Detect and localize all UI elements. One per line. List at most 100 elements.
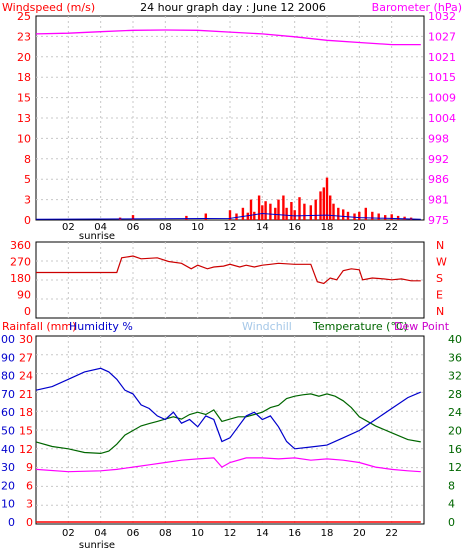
windspeed-tick-label: 15 xyxy=(17,92,31,105)
windspeed-tick-label: 3 xyxy=(24,194,31,207)
temperature-tick-label: 24 xyxy=(448,406,462,419)
windspeed-bar xyxy=(346,211,350,220)
humidity-tick-label: 60 xyxy=(1,406,15,419)
rainfall-tick-label: 27 xyxy=(19,351,33,364)
barometer-tick-label: 992 xyxy=(428,153,449,166)
hour-tick-label: 14 xyxy=(256,528,269,539)
compass-tick-label: N xyxy=(436,239,444,252)
wind-average-line xyxy=(35,212,421,220)
hour-tick-label: 22 xyxy=(385,528,398,539)
temperature-tick-label: 0 xyxy=(448,516,455,529)
windspeed-bar xyxy=(384,215,387,220)
hour-tick-label: 08 xyxy=(159,222,172,233)
windspeed-bar xyxy=(274,207,277,220)
hour-tick-label: 16 xyxy=(288,528,301,539)
direction-tick-label: 0 xyxy=(24,305,31,318)
windspeed-bar xyxy=(325,177,329,220)
temperature-tick-label: 12 xyxy=(448,461,462,474)
windspeed-tick-label: 25 xyxy=(17,10,31,23)
temperature-tick-label: 40 xyxy=(448,333,462,346)
direction-tick-label: 90 xyxy=(17,289,31,302)
rainfall-tick-label: 9 xyxy=(26,461,33,474)
windspeed-tick-label: 8 xyxy=(24,153,31,166)
temperature-tick-label: 8 xyxy=(448,479,455,492)
windspeed-bar xyxy=(204,213,207,220)
windspeed-tick-label: 10 xyxy=(17,132,31,145)
panel3-frame xyxy=(35,335,425,525)
compass-tick-label: E xyxy=(436,289,443,302)
windspeed-bar xyxy=(235,213,238,220)
windspeed-bar xyxy=(185,215,188,220)
hour-tick-label: 18 xyxy=(321,222,334,233)
barometer-tick-label: 1027 xyxy=(428,30,456,43)
humidity-tick-label: 30 xyxy=(1,461,15,474)
windspeed-bar xyxy=(253,211,256,220)
hour-tick-label: 02 xyxy=(62,528,75,539)
sunrise-label-2: sunrise xyxy=(79,540,115,551)
windspeed-bar xyxy=(319,191,322,220)
dewpoint-legend: Dew Point xyxy=(394,320,450,333)
barometer-tick-label: 975 xyxy=(428,214,449,227)
hour-tick-label: 18 xyxy=(321,528,334,539)
windspeed-bar xyxy=(257,195,261,220)
temperature-tick-label: 36 xyxy=(448,351,462,364)
windspeed-bar xyxy=(246,212,249,220)
rainfall-tick-label: 30 xyxy=(19,333,33,346)
barometer-tick-label: 998 xyxy=(428,132,449,145)
rainfall-tick-label: 3 xyxy=(26,498,33,511)
humidity-tick-label: 100 xyxy=(0,333,15,346)
humidity-tick-label: 40 xyxy=(1,443,15,456)
windspeed-bar xyxy=(358,211,361,220)
windspeed-bar xyxy=(228,210,232,220)
windspeed-tick-label: 0 xyxy=(24,214,31,227)
windspeed-bar xyxy=(303,203,306,220)
windspeed-tick-label: 23 xyxy=(17,30,31,43)
windspeed-bar xyxy=(241,207,245,220)
windchill-legend: Windchill xyxy=(242,320,292,333)
compass-tick-label: W xyxy=(436,256,447,269)
windspeed-bar xyxy=(264,201,267,220)
temperature-tick-label: 32 xyxy=(448,370,462,383)
barometer-axis-label: Barometer (hPa) xyxy=(372,1,462,14)
humidity-tick-label: 70 xyxy=(1,388,15,401)
windspeed-tick-label: 5 xyxy=(24,173,31,186)
windspeed-axis-label: Windspeed (m/s) xyxy=(2,1,95,14)
windspeed-bar xyxy=(293,210,296,220)
windspeed-bar xyxy=(282,195,285,220)
windspeed-bar xyxy=(277,199,280,220)
rainfall-tick-label: 24 xyxy=(19,370,33,383)
windspeed-bar xyxy=(269,203,272,220)
windspeed-bar xyxy=(131,215,135,220)
rainfall-tick-label: 0 xyxy=(26,516,33,529)
windspeed-tick-label: 20 xyxy=(17,51,31,64)
rainfall-tick-label: 15 xyxy=(19,425,33,438)
windspeed-bar xyxy=(371,211,374,220)
barometer-tick-label: 981 xyxy=(428,194,449,207)
rainfall-tick-label: 6 xyxy=(26,479,33,492)
windspeed-bar xyxy=(364,207,367,220)
windspeed-bar xyxy=(329,195,332,220)
hour-tick-label: 06 xyxy=(127,528,140,539)
windspeed-bar xyxy=(309,205,312,220)
temperature-tick-label: 4 xyxy=(448,498,455,511)
direction-tick-label: 360 xyxy=(10,239,31,252)
temperature-line xyxy=(35,393,421,455)
hour-tick-label: 14 xyxy=(256,222,269,233)
barometer-tick-label: 1004 xyxy=(428,112,456,125)
windspeed-bar xyxy=(314,199,317,220)
barometer-line xyxy=(35,29,421,46)
windspeed-bar xyxy=(337,207,340,220)
barometer-tick-label: 1021 xyxy=(428,51,456,64)
compass-tick-label: N xyxy=(436,305,444,318)
hour-tick-label: 10 xyxy=(191,528,204,539)
windspeed-bar xyxy=(377,213,380,220)
hour-tick-label: 04 xyxy=(94,222,107,233)
hour-tick-label: 12 xyxy=(224,528,237,539)
windspeed-bar xyxy=(332,203,335,220)
windspeed-bar xyxy=(396,215,400,220)
windspeed-tick-label: 13 xyxy=(17,112,31,125)
humidity-axis-label: Humidity % xyxy=(69,320,133,333)
windspeed-bar xyxy=(249,199,253,220)
windspeed-bar xyxy=(390,214,393,220)
